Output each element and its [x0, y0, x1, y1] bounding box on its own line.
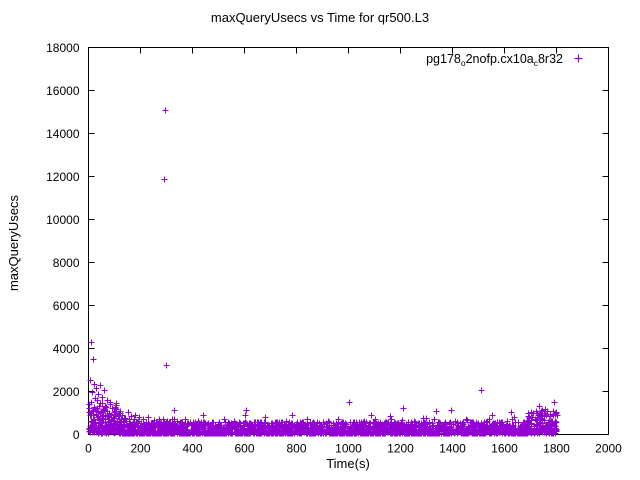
x-tick-label: 1000 [335, 442, 362, 456]
x-tick-label: 200 [130, 442, 150, 456]
legend-subscript: c [534, 58, 539, 68]
y-tick-label: 6000 [53, 299, 80, 313]
y-axis-ticks: 0 2000 4000 6000 8000 10000 12000 14000 16000 180… [46, 41, 609, 442]
x-tick-label: 0 [85, 442, 92, 456]
x-tick-label: 400 [182, 442, 202, 456]
x-tick-label: 1400 [439, 442, 466, 456]
x-tick-label: 1200 [387, 442, 414, 456]
x-tick-label: 600 [234, 442, 254, 456]
y-axis-label: maxQueryUsecs [6, 194, 21, 291]
chart-title: maxQueryUsecs vs Time for qr500.L3 [211, 10, 429, 25]
legend: pg178o2nofp.cx10ac8r32 [426, 52, 583, 68]
y-tick-label: 16000 [46, 84, 80, 98]
legend-marker-plus [574, 54, 583, 63]
x-axis-label: Time(s) [326, 456, 370, 471]
y-tick-label: 4000 [53, 342, 80, 356]
y-tick-label: 10000 [46, 213, 80, 227]
x-tick-label: 1800 [543, 442, 570, 456]
data-point-group [86, 107, 561, 437]
y-tick-label: 8000 [53, 256, 80, 270]
y-tick-label: 2000 [53, 385, 80, 399]
legend-entry-label: pg178o2nofp.cx10ac8r32 [426, 52, 563, 68]
x-tick-label: 1600 [491, 442, 518, 456]
x-tick-label: 2000 [595, 442, 622, 456]
x-tick-label: 800 [286, 442, 306, 456]
y-tick-label: 0 [73, 428, 80, 442]
y-tick-label: 12000 [46, 170, 80, 184]
y-tick-label: 18000 [46, 41, 80, 55]
legend-subscript: o [461, 58, 466, 68]
y-tick-label: 14000 [46, 127, 80, 141]
